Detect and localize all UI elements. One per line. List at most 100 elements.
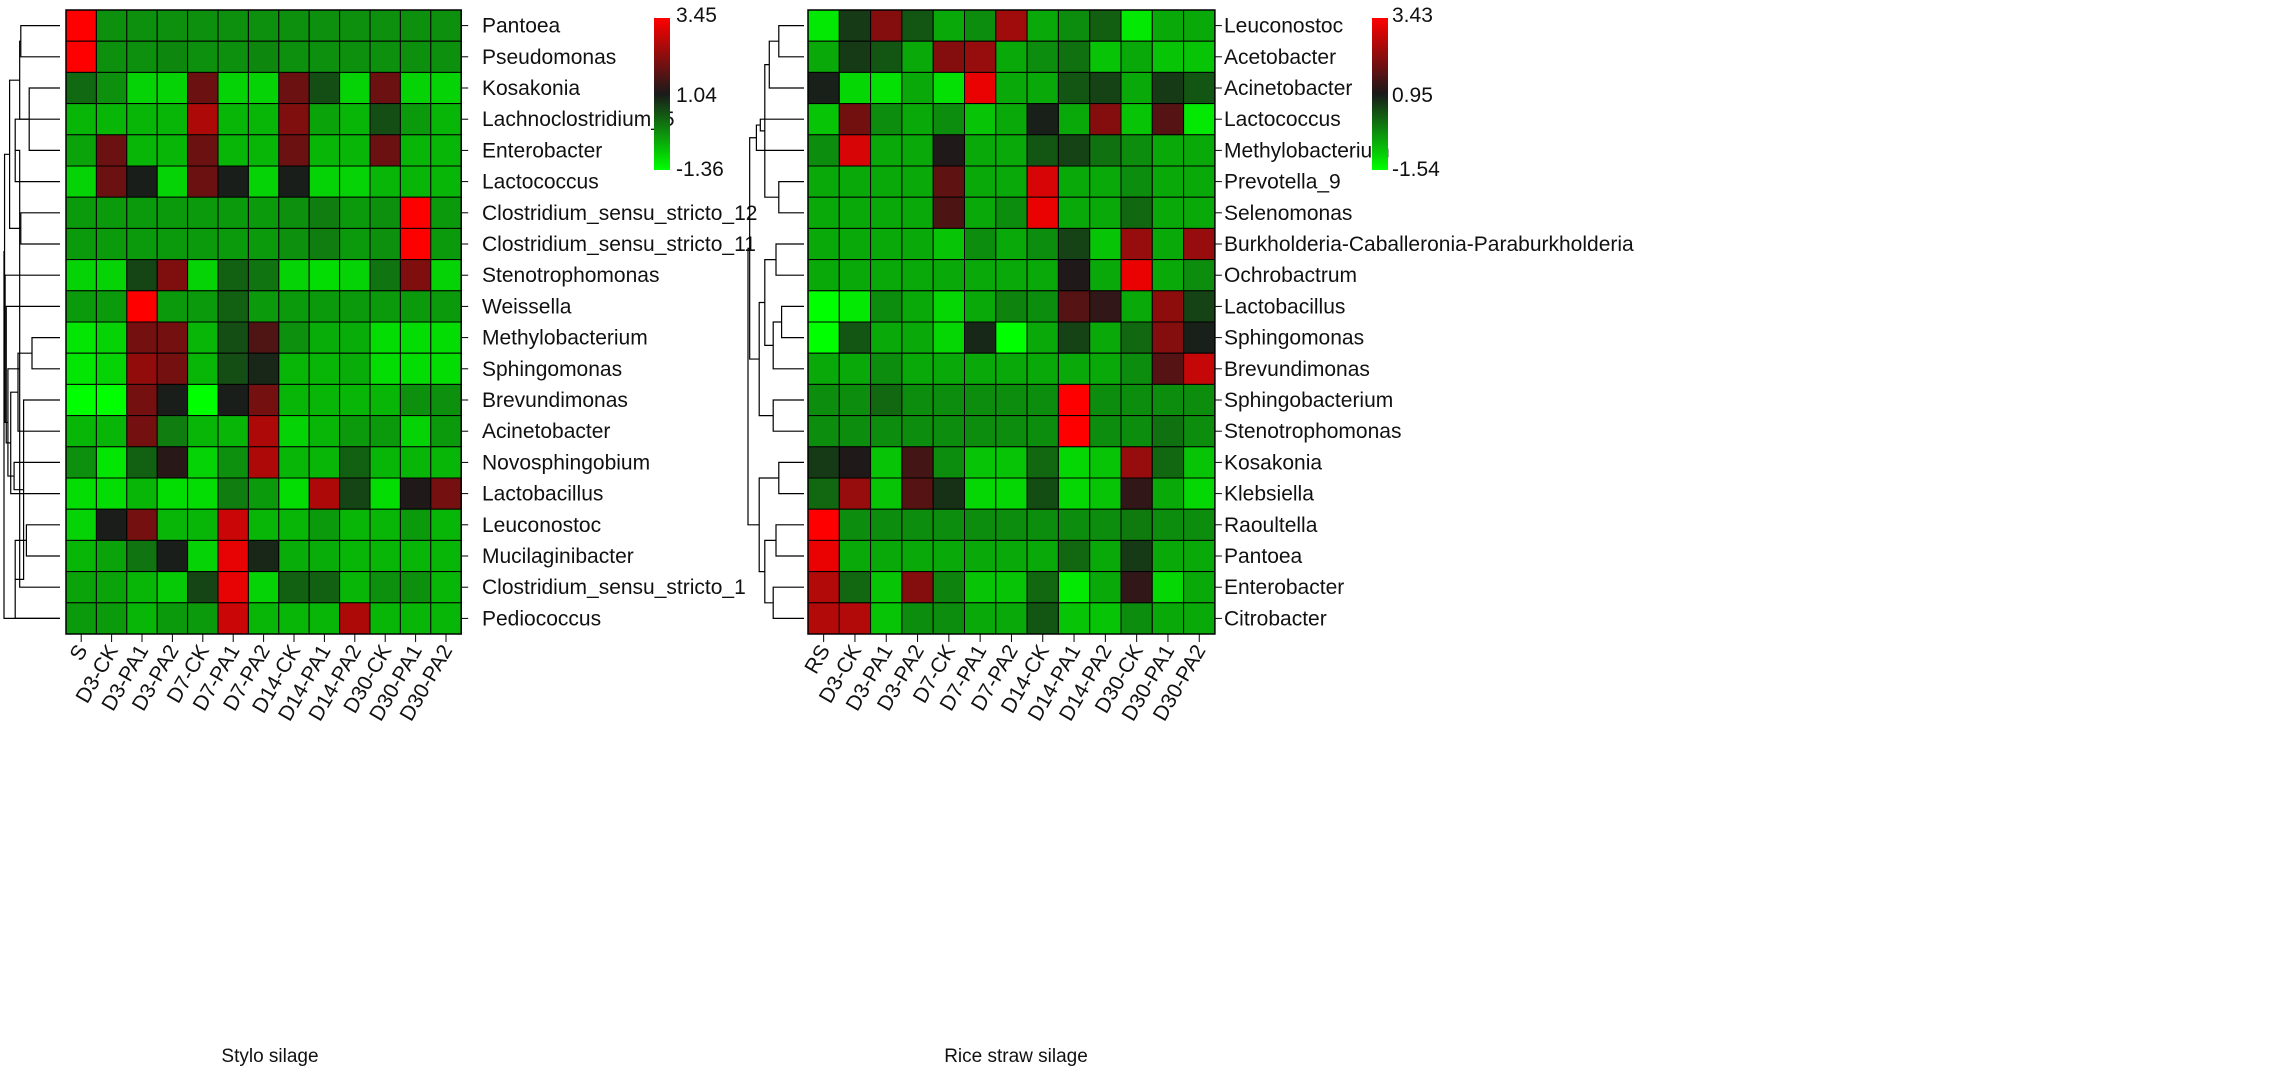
heatmap-cell: [964, 446, 997, 479]
heatmap-cell: [995, 227, 1028, 261]
heatmap-cell: [807, 196, 840, 229]
dendrogram-branch: [778, 461, 804, 495]
heatmap-cell: [156, 290, 189, 323]
heatmap-cell: [807, 71, 840, 105]
heatmap-cell: [369, 415, 401, 448]
dendrogram-branch: [758, 301, 774, 417]
heatmap-cell: [126, 321, 158, 354]
heatmap-cell: [187, 321, 219, 354]
heatmap-cell: [870, 227, 903, 261]
row-label: Acetobacter: [1224, 46, 1336, 69]
dendrogram-branch: [19, 40, 60, 120]
row-label: Stenotrophomonas: [1224, 420, 1401, 443]
heatmap-cell: [870, 134, 903, 167]
heatmap-cell: [399, 290, 432, 323]
heatmap-cell: [1026, 165, 1059, 198]
heatmap-cell: [1057, 602, 1091, 635]
heatmap-cell: [308, 352, 341, 385]
heatmap-cell: [1089, 571, 1122, 604]
heatmap-cell: [65, 415, 97, 448]
dendrogram-branch: [20, 25, 60, 58]
heatmap-cell: [399, 9, 432, 42]
heatmap-cell: [995, 290, 1028, 323]
heatmap-cell: [95, 321, 128, 354]
dendrogram-branch: [764, 259, 776, 346]
heatmap-cell: [247, 571, 280, 604]
heatmap-cell: [247, 196, 280, 229]
heatmap-cell: [838, 602, 872, 635]
heatmap-cell: [339, 446, 371, 479]
heatmap-cell: [369, 259, 401, 292]
heatmap-cell: [339, 415, 371, 448]
heatmap-cell: [399, 446, 432, 479]
heatmap-cell: [308, 71, 341, 105]
dendrogram-branch: [772, 399, 804, 432]
dendrogram-branch: [17, 352, 60, 432]
heatmap-cell: [369, 227, 401, 261]
heatmap-cell: [1151, 227, 1185, 261]
heatmap-cell: [308, 539, 341, 573]
heatmap-cell: [964, 9, 997, 42]
heatmap-cell: [1057, 165, 1091, 198]
heatmap-cell: [1026, 9, 1059, 42]
heatmap-cell: [1089, 196, 1122, 229]
heatmap-cell: [156, 446, 189, 479]
heatmap-cell: [247, 415, 280, 448]
heatmap-cell: [95, 446, 128, 479]
heatmap-cell: [964, 571, 997, 604]
heatmap-cell: [156, 571, 189, 604]
heatmap-cell: [126, 446, 158, 479]
heatmap-cell: [187, 196, 219, 229]
heatmap-cell: [430, 71, 462, 105]
heatmap-cell: [1151, 196, 1185, 229]
heatmap-cell: [1120, 259, 1153, 292]
heatmap-cell: [995, 103, 1028, 136]
heatmap-cell: [1151, 539, 1185, 573]
heatmap-cell: [95, 71, 128, 105]
heatmap-cell: [1026, 352, 1059, 385]
heatmap-cell: [278, 227, 310, 261]
heatmap-cell: [1089, 290, 1122, 323]
heatmap-cell: [339, 352, 371, 385]
heatmap-cell: [964, 602, 997, 635]
heatmap-cell: [1120, 508, 1153, 541]
heatmap-cell: [1057, 290, 1091, 323]
heatmap-cell: [217, 446, 249, 479]
heatmap-cell: [95, 259, 128, 292]
heatmap-cell: [187, 508, 219, 541]
row-label: Pantoea: [1224, 545, 1303, 568]
dendrogram-branch: [755, 124, 804, 151]
heatmap-cell: [870, 259, 903, 292]
heatmap-cell: [308, 602, 341, 635]
heatmap-cell: [430, 290, 462, 323]
heatmap-cell: [964, 71, 997, 105]
heatmap-cell: [247, 71, 280, 105]
dendrogram-branch: [768, 40, 804, 89]
heatmap-cell: [995, 446, 1028, 479]
heatmap-cell: [870, 602, 903, 635]
row-label: Burkholderia-Caballeronia-Paraburkholder…: [1224, 233, 1634, 256]
heatmap-cell: [278, 40, 310, 73]
heatmap-cell: [964, 415, 997, 448]
heatmap-cell: [838, 71, 872, 105]
heatmap-cell: [1057, 9, 1091, 42]
heatmap-cell: [65, 539, 97, 573]
heatmap-cell: [838, 446, 872, 479]
heatmap-cell: [126, 134, 158, 167]
heatmap-cell: [901, 227, 934, 261]
heatmap-cell: [932, 9, 966, 42]
heatmap-cell: [65, 71, 97, 105]
heatmap-cell: [65, 321, 97, 354]
heatmap-cell: [126, 227, 158, 261]
heatmap-cell: [217, 352, 249, 385]
heatmap-cell: [339, 165, 371, 198]
heatmap-cell: [308, 9, 341, 42]
heatmap-cell: [1089, 508, 1122, 541]
heatmap-cell: [870, 508, 903, 541]
heatmap-cell: [1120, 134, 1153, 167]
heatmap-cell: [126, 602, 158, 635]
heatmap-cell: [430, 227, 462, 261]
heatmap-cell: [339, 227, 371, 261]
row-label: Lactobacillus: [482, 483, 603, 506]
dendrogram-branch: [778, 181, 804, 214]
